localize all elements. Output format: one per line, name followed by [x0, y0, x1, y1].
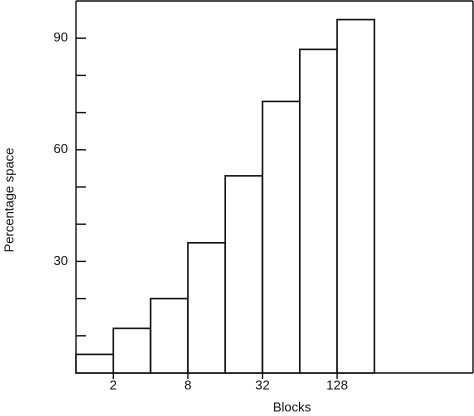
bar	[336, 18, 376, 374]
y-axis-label: Percentage space	[1, 148, 16, 253]
x-tick-label: 32	[255, 377, 269, 392]
x-axis-label: Blocks	[273, 399, 312, 414]
bar	[224, 175, 264, 374]
x-tick-label: 2	[110, 377, 117, 392]
bar	[112, 327, 152, 374]
y-tick-label: 30	[54, 253, 68, 268]
y-tick-label: 60	[54, 141, 68, 156]
bar	[187, 242, 226, 374]
bar	[75, 353, 115, 374]
y-tick-label: 90	[54, 30, 68, 45]
bar	[149, 297, 189, 374]
x-tick-label: 128	[326, 377, 348, 392]
bar	[261, 100, 301, 374]
bar	[298, 48, 338, 374]
x-tick-label: 8	[184, 377, 191, 392]
